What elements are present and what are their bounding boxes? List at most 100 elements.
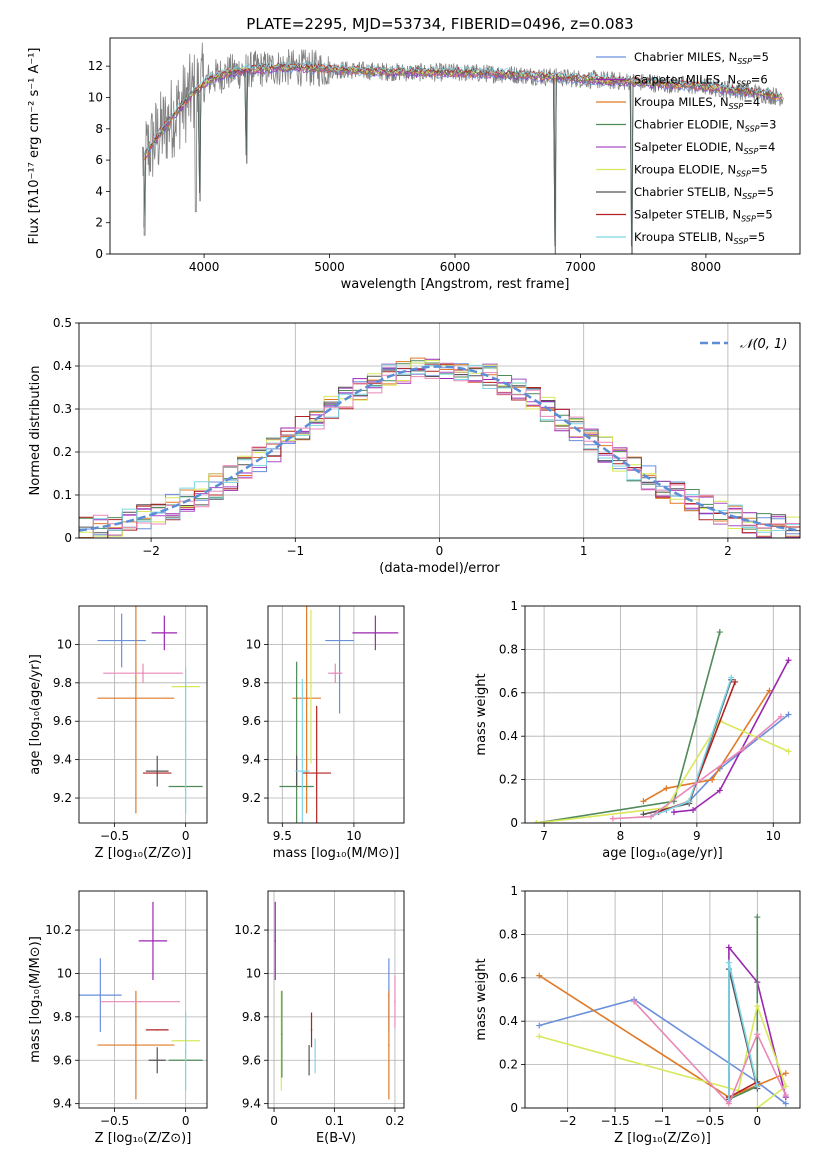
data-point [274,940,277,942]
data-point [135,1044,137,1046]
data-point [184,1050,187,1053]
y-tick-label: 12 [88,59,103,73]
legend-subscript: SSP [736,170,751,179]
x-axis-label: E(B-V) [316,1131,356,1146]
weight-line-1 [673,659,790,813]
legend-subscript: SSP [729,102,744,111]
gridlines [79,891,207,1108]
data-point [156,1029,159,1031]
gridlines [525,890,800,1109]
legend-label: Chabrier STELIB, NSSP=5 [634,185,774,201]
weight-marker [739,746,746,753]
chart-age_vs_Z: −0.5 0 9.2 9.4 9.6 9.8 10 Z [log₁₀(Z/Z⊙)] age [l… [28,605,208,861]
data-point [184,739,187,742]
legend-label: Salpeter ELODIE, NSSP=4 [634,140,775,156]
legend-suffix: =5 [748,230,765,244]
x-tick-label: −0.5 [100,829,129,843]
plot-area [279,606,399,823]
plot-area [79,901,203,1100]
legend-subscript: SSP [737,57,752,66]
legend-subscript: SSP [744,147,759,156]
x-tick-label: −0.5 [695,1114,724,1128]
x-tick-label: 0 [270,1114,278,1128]
data-point [156,772,159,774]
weight-marker [754,1083,761,1090]
data-point [388,1044,390,1046]
weight-marker [785,748,792,755]
x-tick-label: 10 [766,829,781,843]
data-point [152,940,154,942]
axes-frame [267,890,405,1109]
weight-marker [782,1083,789,1090]
y-tick-label: 9.4 [242,1097,261,1111]
data-point [310,685,312,688]
weight-marker [725,959,732,966]
weight-line-2 [643,690,771,802]
y-tick-label: 10 [88,90,103,104]
x-tick-label: 0.2 [385,1114,404,1128]
weight-line-8 [633,1001,787,1106]
y-tick-label: 0.4 [499,729,518,743]
chart-weight_vs_age: 7 8 9 10 0 0.2 0.4 0.6 0.8 1 age [log₁₀(age/yr)] ma… [474,599,801,861]
gridlines [79,606,207,823]
gridlines [268,891,404,1108]
x-tick-label: 5000 [314,260,345,274]
weight-marker [782,1100,789,1107]
weight-marker [716,629,723,636]
legend-suffix: =4 [743,95,760,109]
x-tick-label: −2 [559,1114,577,1128]
y-tick-label: 9.4 [53,753,72,767]
weight-marker [533,820,540,823]
y-axis-label: mass weight [474,958,489,1040]
data-point [301,770,304,772]
data-point [334,672,337,675]
legend-subscript: SSP [742,192,757,201]
y-tick-label: 0.4 [499,1014,518,1028]
weight-marker [725,944,732,951]
x-axis-label: Z [log₁₀(Z/Z⊙)] [95,846,192,861]
legend-suffix: =5 [757,185,774,199]
x-axis-label: (data-model)/error [379,561,500,576]
axes-frame [524,890,801,1109]
x-tick-label: 7 [540,829,548,843]
data-point [142,672,144,675]
y-tick-label: 0.2 [499,773,518,787]
y-tick-label: 9.2 [242,791,261,805]
plot-area [274,901,396,1100]
y-tick-label: 1 [510,884,518,898]
chart-weight_vs_Z: −2 −1.5 −1 −0.5 0 0 0.2 0.4 0.6 0.8 1 Z [log₁₀(Z/Z⊙… [474,884,801,1146]
weight-marker [754,914,761,921]
weight-marker [754,1031,761,1038]
data-point [99,994,102,996]
weight-marker [754,1105,761,1108]
legend-label: Kroupa MILES, NSSP=4 [634,95,760,111]
y-tick-label: 6 [95,153,103,167]
y-tick-label: 4 [95,184,103,198]
y-tick-label: 1 [510,599,518,613]
plot-area [79,357,800,538]
y-tick-label: 0 [510,816,518,830]
histogram-9 [79,362,800,538]
axes-frame [109,37,801,255]
legend-label: Chabrier ELODIE, NSSP=3 [634,118,776,134]
data-point [308,1059,310,1062]
x-axis-label: Z [log₁₀(Z/Z⊙)] [614,1131,711,1146]
weight-marker [648,813,655,820]
y-tick-label: 0.8 [499,642,518,656]
legend-suffix: =5 [756,208,773,222]
weight-marker [640,798,647,805]
weight-marker [536,972,543,979]
gridlines [268,606,404,823]
weight-marker [709,776,716,783]
y-tick-label: 0.3 [53,402,72,416]
weight-marker [716,787,723,794]
weight-line-6 [728,1081,758,1098]
y-tick-label: 9.4 [242,753,261,767]
axes-frame [267,605,405,824]
y-axis-label: Normed distribution [28,366,43,496]
legend-subscript: SSP [736,80,751,89]
weight-marker [670,809,677,816]
weight-marker [754,1003,761,1010]
chart-mass_vs_Z: −0.5 0 9.4 9.6 9.8 10 10.2 Z [log₁₀(Z/Z⊙)] mass … [28,890,208,1146]
y-tick-label: 10.2 [45,923,72,937]
